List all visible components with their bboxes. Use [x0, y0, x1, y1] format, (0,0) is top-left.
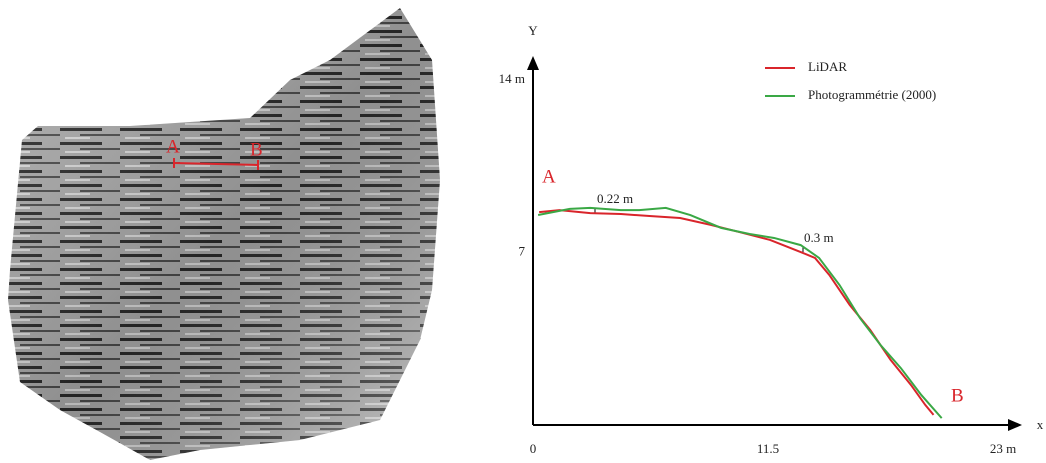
x-tick-label: 0 — [530, 441, 537, 456]
annotation: A — [542, 166, 556, 187]
y-tick-label: 7 — [519, 243, 526, 258]
data-line — [537, 206, 943, 419]
y-tick-label: 14 m — [499, 71, 525, 86]
axes — [527, 56, 1022, 431]
legend-label: LiDAR — [808, 59, 847, 74]
annotation: B — [951, 385, 964, 406]
point-cloud-image: A B — [8, 8, 440, 460]
y-axis-label: Y — [528, 23, 538, 38]
x-axis-label: x — [1037, 417, 1044, 432]
legend-label: Photogrammétrie (2000) — [808, 87, 936, 102]
data-line — [539, 209, 935, 416]
annotation: 0.22 m — [597, 191, 633, 206]
x-tick-label: 23 m — [990, 441, 1016, 456]
x-tick-label: 11.5 — [757, 441, 779, 456]
image-label: A — [166, 136, 180, 157]
image-label: B — [250, 139, 263, 160]
annotation: 0.3 m — [804, 230, 834, 245]
